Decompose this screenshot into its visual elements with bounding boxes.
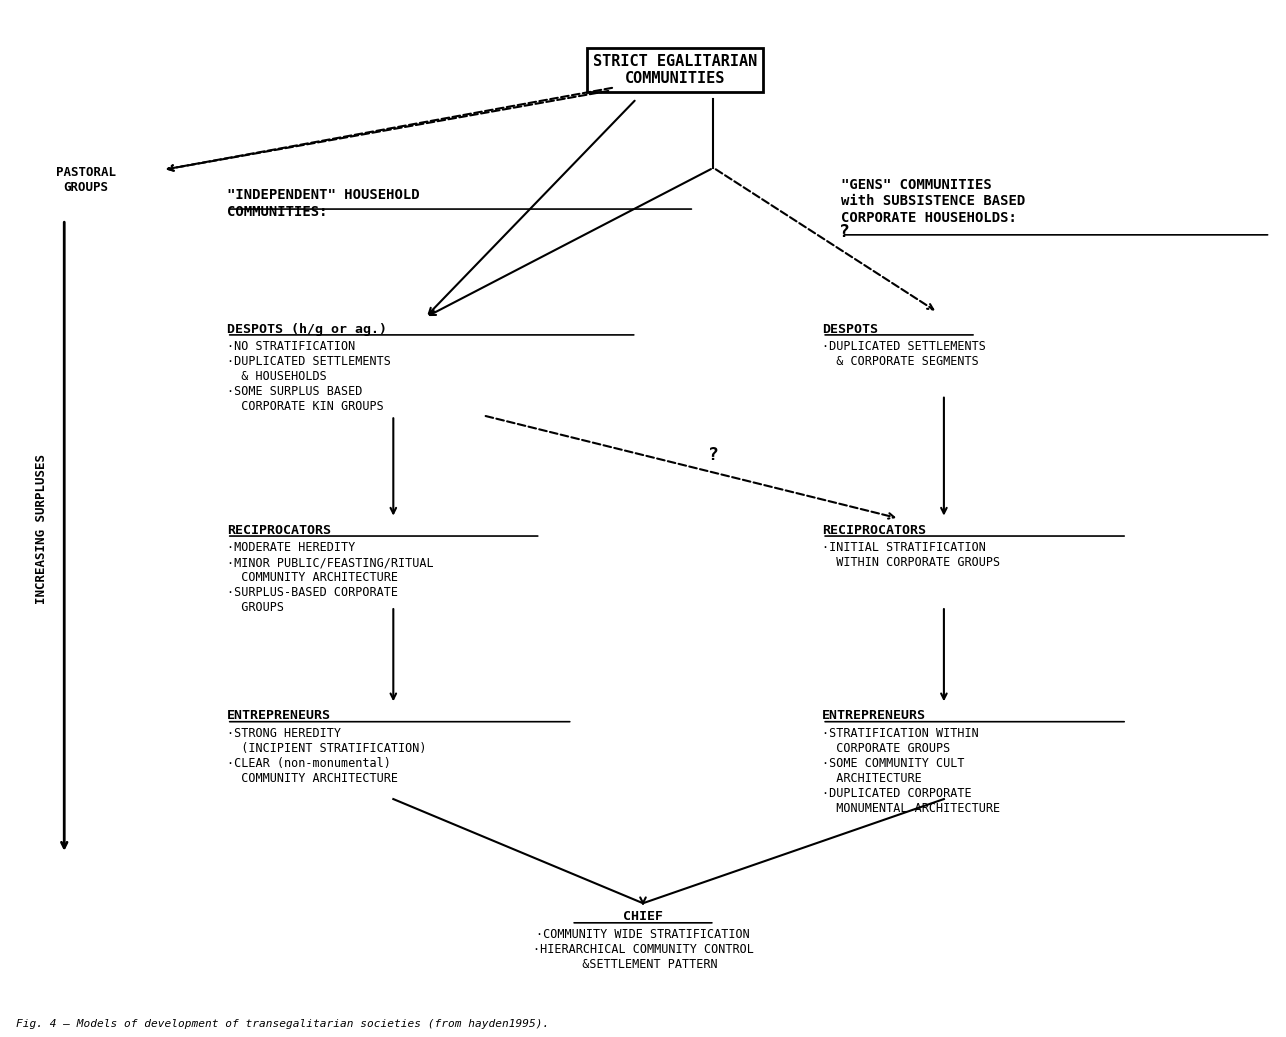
Text: ·COMMUNITY WIDE STRATIFICATION
·HIERARCHICAL COMMUNITY CONTROL
  &SETTLEMENT PAT: ·COMMUNITY WIDE STRATIFICATION ·HIERARCH…	[532, 928, 754, 971]
Text: ·STRATIFICATION WITHIN
  CORPORATE GROUPS
·SOME COMMUNITY CULT
  ARCHITECTURE
·D: ·STRATIFICATION WITHIN CORPORATE GROUPS …	[822, 727, 1001, 815]
Text: STRICT EGALITARIAN
COMMUNITIES: STRICT EGALITARIAN COMMUNITIES	[593, 54, 757, 86]
Text: ·NO STRATIFICATION
·DUPLICATED SETTLEMENTS
  & HOUSEHOLDS
·SOME SURPLUS BASED
  : ·NO STRATIFICATION ·DUPLICATED SETTLEMEN…	[226, 340, 391, 413]
Text: "INDEPENDENT" HOUSEHOLD
COMMUNITIES:: "INDEPENDENT" HOUSEHOLD COMMUNITIES:	[226, 189, 419, 219]
Text: Fig. 4 – Models of development of transegalitarian societies (from hayden1995).: Fig. 4 – Models of development of transe…	[15, 1019, 549, 1029]
Text: DESPOTS (h/g or ag.): DESPOTS (h/g or ag.)	[226, 323, 387, 336]
Text: "GENS" COMMUNITIES
with SUBSISTENCE BASED
CORPORATE HOUSEHOLDS:: "GENS" COMMUNITIES with SUBSISTENCE BASE…	[841, 178, 1026, 225]
Text: DESPOTS: DESPOTS	[822, 323, 878, 336]
Text: RECIPROCATORS: RECIPROCATORS	[226, 524, 331, 537]
Text: CHIEF: CHIEF	[622, 910, 664, 924]
Text: PASTORAL
GROUPS: PASTORAL GROUPS	[57, 166, 116, 194]
Text: ?: ?	[709, 446, 719, 464]
Text: ·MODERATE HEREDITY
·MINOR PUBLIC/FEASTING/RITUAL
  COMMUNITY ARCHITECTURE
·SURPL: ·MODERATE HEREDITY ·MINOR PUBLIC/FEASTIN…	[226, 541, 433, 614]
Text: ·INITIAL STRATIFICATION
  WITHIN CORPORATE GROUPS: ·INITIAL STRATIFICATION WITHIN CORPORATE…	[822, 541, 1001, 569]
Text: RECIPROCATORS: RECIPROCATORS	[822, 524, 926, 537]
Text: ?: ?	[838, 223, 850, 241]
Text: INCREASING SURPLUSES: INCREASING SURPLUSES	[35, 454, 48, 604]
Text: ENTREPRENEURS: ENTREPRENEURS	[822, 709, 926, 723]
Text: ·DUPLICATED SETTLEMENTS
  & CORPORATE SEGMENTS: ·DUPLICATED SETTLEMENTS & CORPORATE SEGM…	[822, 340, 986, 368]
Text: ·STRONG HEREDITY
  (INCIPIENT STRATIFICATION)
·CLEAR (non-monumental)
  COMMUNIT: ·STRONG HEREDITY (INCIPIENT STRATIFICATI…	[226, 727, 427, 785]
Text: ENTREPRENEURS: ENTREPRENEURS	[226, 709, 331, 723]
